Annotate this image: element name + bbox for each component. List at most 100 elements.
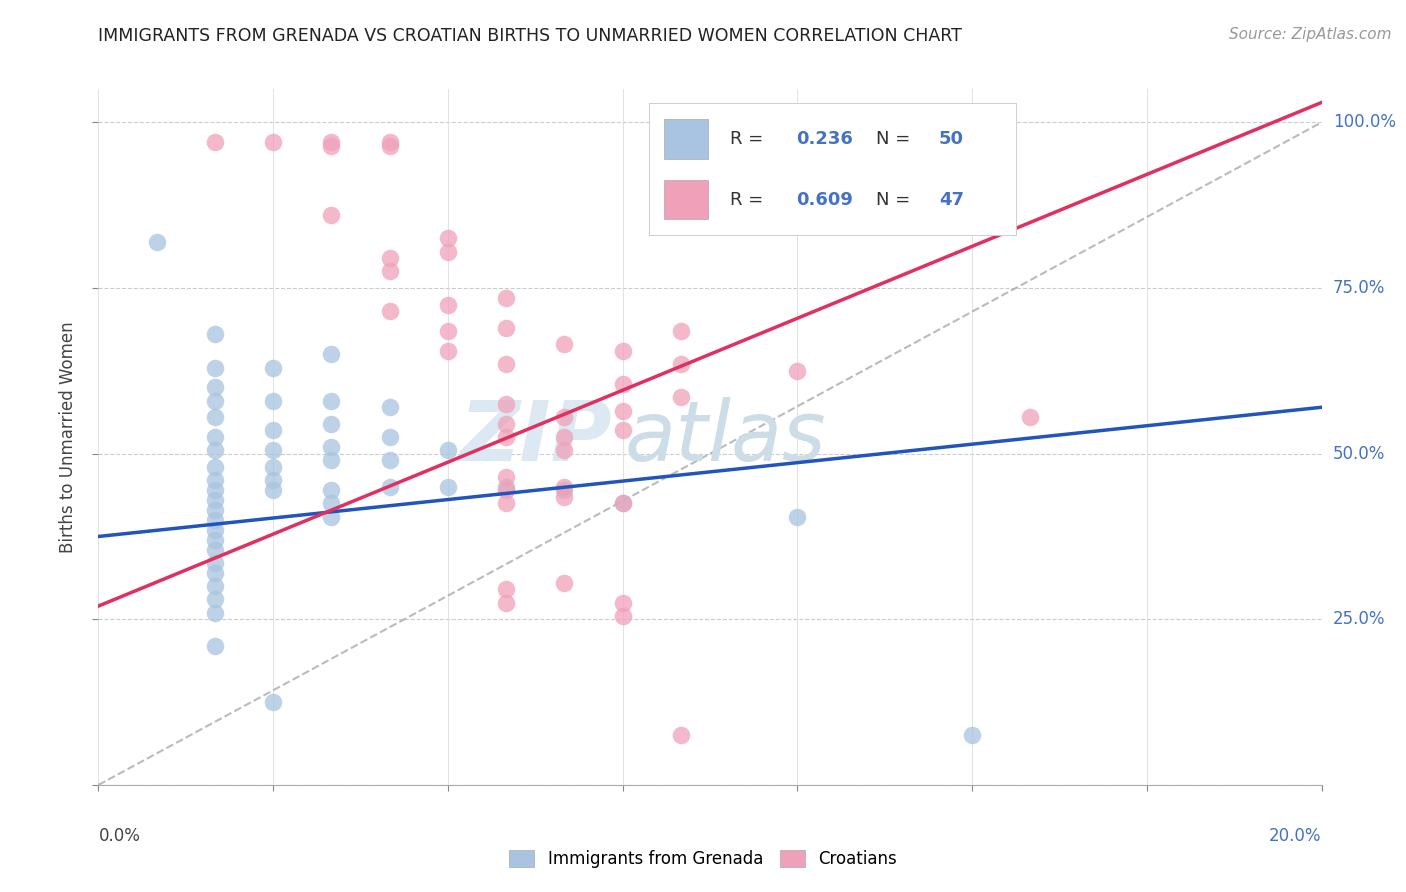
Point <box>145 235 167 249</box>
Point <box>204 473 226 487</box>
Point <box>553 480 575 494</box>
Point <box>495 417 517 431</box>
Point <box>321 496 343 510</box>
Point <box>204 556 226 570</box>
Point <box>262 695 284 709</box>
Point <box>786 364 808 378</box>
Point <box>204 523 226 537</box>
Point <box>669 390 692 404</box>
Point <box>204 327 226 342</box>
Point <box>204 542 226 557</box>
Point <box>204 579 226 593</box>
Point <box>204 483 226 497</box>
Point <box>495 430 517 444</box>
Point <box>204 513 226 527</box>
Point <box>437 244 460 259</box>
Text: 50.0%: 50.0% <box>1333 444 1385 463</box>
Point <box>495 582 517 597</box>
Point <box>321 440 343 454</box>
Point <box>262 473 284 487</box>
Point <box>495 357 517 371</box>
Text: IMMIGRANTS FROM GRENADA VS CROATIAN BIRTHS TO UNMARRIED WOMEN CORRELATION CHART: IMMIGRANTS FROM GRENADA VS CROATIAN BIRT… <box>98 27 962 45</box>
Point <box>378 480 401 494</box>
Point <box>495 496 517 510</box>
Point <box>437 324 460 338</box>
Point <box>204 639 226 653</box>
Point <box>553 410 575 425</box>
Point <box>262 360 284 375</box>
Point <box>495 470 517 484</box>
Point <box>262 443 284 458</box>
Point <box>204 410 226 425</box>
Point <box>378 251 401 265</box>
Point <box>612 424 634 438</box>
Text: atlas: atlas <box>624 397 827 477</box>
Point <box>321 417 343 431</box>
Point <box>204 443 226 458</box>
Text: 75.0%: 75.0% <box>1333 279 1385 297</box>
Point <box>262 459 284 474</box>
Point <box>204 380 226 394</box>
Point <box>495 483 517 497</box>
Point <box>437 443 460 458</box>
Point <box>321 138 343 153</box>
Point <box>321 347 343 361</box>
Point <box>204 503 226 517</box>
Point <box>378 430 401 444</box>
Point <box>204 592 226 607</box>
Point <box>378 401 401 415</box>
Point <box>321 509 343 524</box>
Point <box>204 430 226 444</box>
Legend: Immigrants from Grenada, Croatians: Immigrants from Grenada, Croatians <box>502 843 904 875</box>
Point <box>204 360 226 375</box>
Text: 0.0%: 0.0% <box>98 827 141 845</box>
Point <box>204 493 226 508</box>
Point <box>204 533 226 547</box>
Point <box>553 443 575 458</box>
Point <box>378 264 401 278</box>
Point <box>612 377 634 392</box>
Point <box>204 606 226 620</box>
Point <box>786 509 808 524</box>
Point <box>262 135 284 149</box>
Y-axis label: Births to Unmarried Women: Births to Unmarried Women <box>59 321 77 553</box>
Point <box>495 596 517 610</box>
Text: 25.0%: 25.0% <box>1333 610 1385 628</box>
Point <box>960 728 983 742</box>
Text: 20.0%: 20.0% <box>1270 827 1322 845</box>
Text: ZIP: ZIP <box>460 397 612 477</box>
Point <box>612 343 634 358</box>
Point <box>612 403 634 417</box>
Point <box>495 397 517 411</box>
Point <box>669 728 692 742</box>
Point <box>495 291 517 305</box>
Point <box>495 320 517 334</box>
Point <box>262 424 284 438</box>
Point <box>378 453 401 467</box>
Point <box>321 135 343 149</box>
Point <box>262 393 284 408</box>
Point <box>378 138 401 153</box>
Point <box>437 231 460 245</box>
Point <box>553 575 575 590</box>
Point <box>204 566 226 580</box>
Point <box>553 490 575 504</box>
Point <box>553 483 575 497</box>
Point <box>321 208 343 222</box>
Point <box>262 483 284 497</box>
Point <box>437 480 460 494</box>
Text: Source: ZipAtlas.com: Source: ZipAtlas.com <box>1229 27 1392 42</box>
Point <box>612 496 634 510</box>
Point <box>378 135 401 149</box>
Point <box>437 297 460 311</box>
Point <box>437 343 460 358</box>
Point <box>495 480 517 494</box>
Point <box>553 430 575 444</box>
Point <box>612 596 634 610</box>
Point <box>612 609 634 624</box>
Point <box>321 453 343 467</box>
Point <box>204 393 226 408</box>
Point <box>553 337 575 351</box>
Text: 100.0%: 100.0% <box>1333 113 1396 131</box>
Point <box>669 357 692 371</box>
